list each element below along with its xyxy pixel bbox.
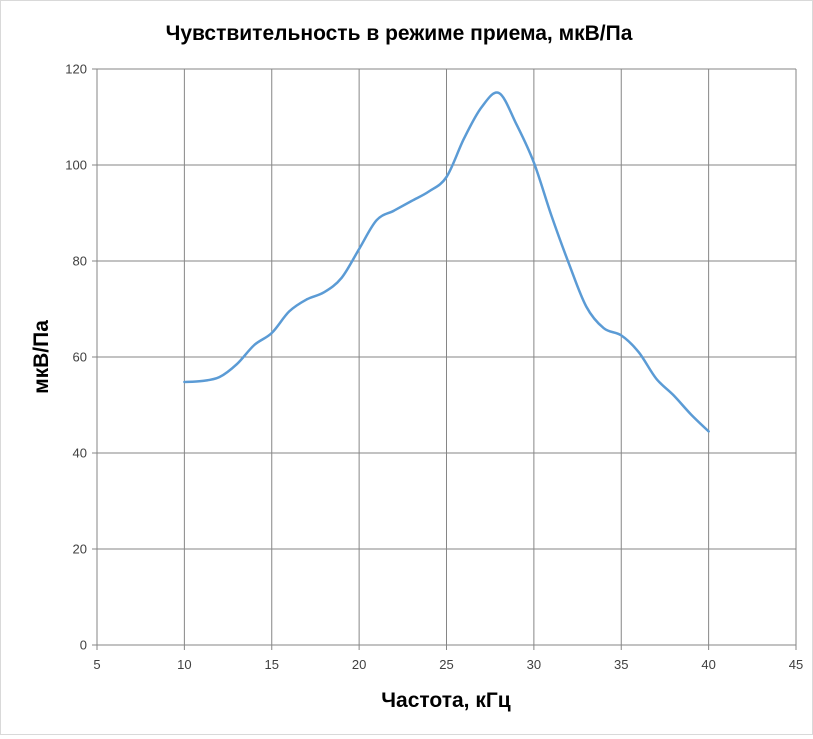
data-point <box>615 329 627 341</box>
data-point <box>650 373 662 385</box>
data-point <box>178 376 190 388</box>
data-point <box>598 322 610 334</box>
y-tick-label: 80 <box>73 254 87 269</box>
data-point <box>685 409 697 421</box>
data-point <box>458 133 470 145</box>
data-point <box>580 301 592 313</box>
data-point <box>668 389 680 401</box>
y-axis-title: мкВ/Па <box>30 320 53 394</box>
x-axis-title: Частота, кГц <box>381 689 510 712</box>
x-tick-label: 45 <box>789 657 803 672</box>
data-point <box>388 205 400 217</box>
x-axis-ticks: 5 10 15 20 25 30 35 40 45 <box>93 657 803 672</box>
data-point <box>475 101 487 113</box>
y-tick-label: 0 <box>80 638 87 653</box>
series-layer <box>178 87 715 437</box>
data-point <box>196 375 208 387</box>
data-point <box>266 327 278 339</box>
data-point <box>353 243 365 255</box>
data-point <box>213 371 225 383</box>
data-point <box>528 157 540 169</box>
data-point <box>248 339 260 351</box>
x-tick-label: 40 <box>701 657 715 672</box>
data-point <box>283 305 295 317</box>
data-point <box>545 209 557 221</box>
chart-title: Чувствительность в режиме приема, мкВ/Па <box>166 22 633 45</box>
x-tick-label: 20 <box>352 657 366 672</box>
data-point <box>441 171 453 183</box>
x-tick-label: 35 <box>614 657 628 672</box>
data-point <box>423 185 435 197</box>
data-point <box>231 358 243 370</box>
x-tick-label: 10 <box>177 657 191 672</box>
data-point <box>703 425 715 437</box>
y-tick-label: 40 <box>73 446 87 461</box>
y-tick-label: 120 <box>65 62 87 77</box>
data-point <box>563 257 575 269</box>
x-tick-label: 5 <box>93 657 100 672</box>
data-point <box>336 272 348 284</box>
grid <box>92 68 797 650</box>
data-point <box>301 293 313 305</box>
y-axis-ticks: 0 20 40 60 80 100 120 <box>65 62 87 653</box>
data-point <box>633 346 645 358</box>
x-tick-label: 15 <box>265 657 279 672</box>
data-point <box>318 286 330 298</box>
y-tick-label: 60 <box>73 350 87 365</box>
data-point <box>510 118 522 130</box>
data-point <box>371 214 383 226</box>
y-tick-label: 100 <box>65 158 87 173</box>
x-tick-label: 30 <box>527 657 541 672</box>
data-point <box>493 87 505 99</box>
x-tick-label: 25 <box>439 657 453 672</box>
series-line <box>183 91 710 433</box>
y-tick-label: 20 <box>73 542 87 557</box>
data-point <box>406 195 418 207</box>
